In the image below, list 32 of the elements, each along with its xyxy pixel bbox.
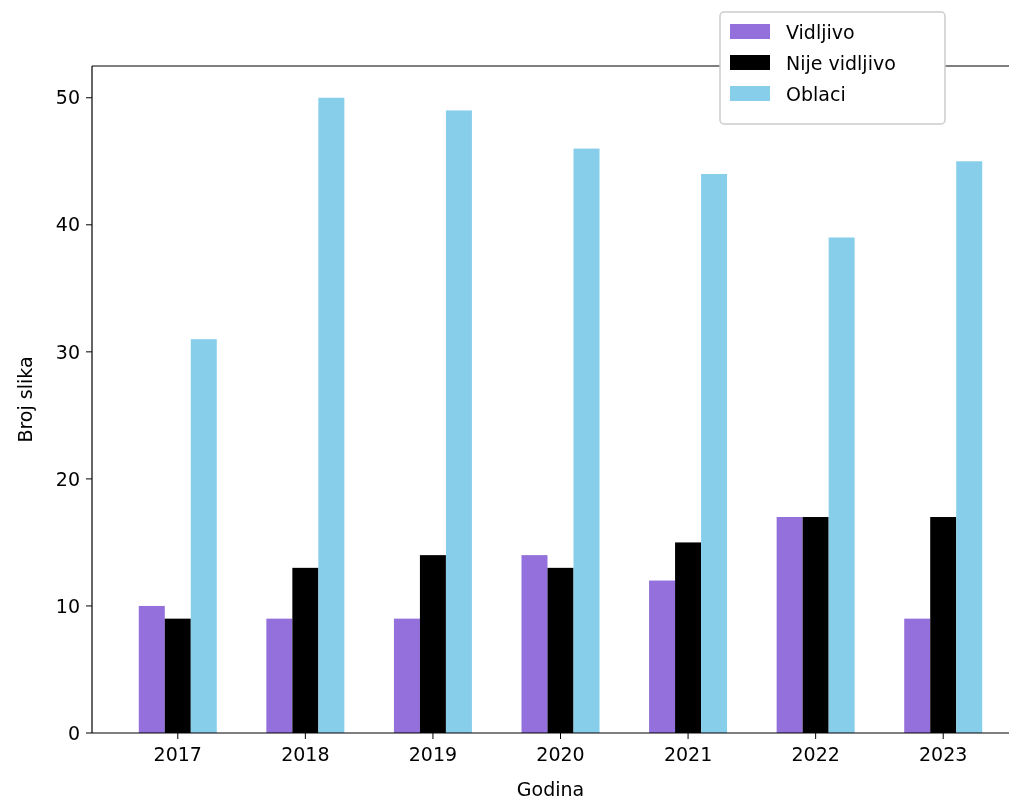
x-tick-label: 2017 (153, 743, 202, 765)
x-tick-label: 2018 (281, 743, 330, 765)
bar (318, 97, 345, 733)
bar (521, 555, 548, 733)
bar (445, 110, 472, 733)
y-tick-label: 20 (55, 467, 80, 490)
bar (190, 339, 217, 733)
bar (701, 173, 728, 733)
x-tick-label: 2020 (536, 743, 585, 765)
bar (266, 618, 293, 733)
x-tick-label: 2022 (791, 743, 840, 765)
x-axis-title: Godina (516, 778, 585, 800)
y-tick-label: 10 (55, 594, 80, 617)
bar (828, 237, 855, 733)
y-tick-label: 0 (67, 721, 80, 744)
bar (776, 517, 803, 733)
bar (904, 618, 931, 733)
bar (649, 580, 676, 733)
y-tick-label: 30 (55, 340, 80, 363)
x-tick-label: 2023 (919, 743, 968, 765)
legend-label: Nije vidljivo (786, 51, 896, 74)
bar (393, 618, 420, 733)
bar (138, 605, 165, 733)
x-tick-label: 2019 (408, 743, 458, 765)
x-tick-label: 2021 (663, 743, 713, 765)
legend-label: Vidljivo (786, 20, 855, 43)
legend-label: Oblaci (786, 82, 846, 105)
y-tick-label: 50 (55, 86, 80, 109)
y-tick-label: 40 (55, 213, 80, 236)
bar (956, 161, 983, 733)
y-axis-title: Broj slika (14, 356, 36, 443)
bar (573, 148, 600, 733)
